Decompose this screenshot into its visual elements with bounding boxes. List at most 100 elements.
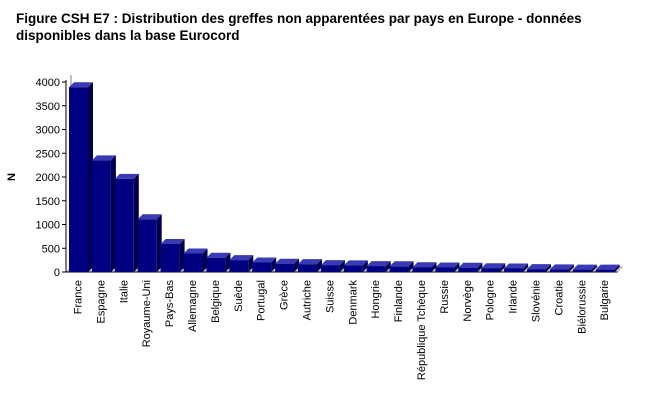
category-label: Pologne bbox=[485, 280, 497, 320]
bar-front bbox=[527, 269, 546, 272]
bar-top bbox=[595, 264, 620, 270]
bar-front bbox=[229, 260, 249, 272]
chart-title-line-2: disponibles dans la base Eurocord bbox=[16, 28, 240, 43]
chart-bars bbox=[69, 82, 620, 272]
bar-top bbox=[114, 173, 139, 179]
bar-top bbox=[343, 260, 368, 266]
bar bbox=[458, 262, 483, 272]
bar bbox=[298, 259, 322, 272]
bar-side bbox=[110, 155, 116, 272]
bar-top bbox=[366, 261, 391, 267]
chart-title: Figure CSH E7 : Distribution des greffes… bbox=[16, 10, 636, 44]
category-label: Suède bbox=[233, 280, 245, 312]
category-label: Russie bbox=[439, 280, 451, 314]
bar bbox=[275, 258, 300, 272]
category-label: Royaume-Uni bbox=[141, 280, 153, 347]
bar-top bbox=[298, 259, 322, 265]
bar-top bbox=[481, 263, 506, 269]
bar bbox=[320, 260, 345, 272]
bar bbox=[91, 155, 116, 272]
bar-front bbox=[275, 263, 295, 272]
bar bbox=[366, 261, 391, 272]
category-label: Norvège bbox=[462, 280, 474, 322]
y-tick-label: 500 bbox=[42, 243, 60, 255]
bar bbox=[69, 82, 93, 272]
bar-front bbox=[137, 219, 157, 272]
category-label: Hongrie bbox=[370, 280, 382, 319]
category-label: France bbox=[73, 280, 85, 314]
category-label: Irlande bbox=[508, 280, 520, 314]
category-label: Finlande bbox=[393, 280, 405, 322]
bar-top bbox=[206, 252, 231, 258]
bar-front bbox=[160, 243, 180, 272]
bar bbox=[183, 248, 208, 272]
bar-front bbox=[91, 160, 111, 272]
bar-top bbox=[275, 258, 300, 264]
bar-top bbox=[252, 257, 277, 263]
bar-top bbox=[549, 264, 574, 270]
category-label: Autriche bbox=[302, 280, 314, 320]
bar-side bbox=[225, 252, 231, 272]
bar-front bbox=[298, 264, 317, 272]
bar-side bbox=[454, 262, 460, 272]
bar bbox=[481, 263, 506, 272]
bar-front bbox=[595, 269, 615, 272]
bar-side bbox=[156, 214, 162, 272]
bar-side bbox=[179, 238, 185, 272]
bar-side bbox=[88, 82, 93, 272]
bar bbox=[206, 252, 231, 272]
bar-front bbox=[458, 267, 478, 272]
category-label: Italie bbox=[118, 280, 130, 303]
category-label: Denmark bbox=[347, 280, 359, 325]
bar-side bbox=[523, 263, 529, 272]
category-label: Biélorussie bbox=[576, 280, 588, 334]
bar bbox=[412, 262, 437, 272]
category-label: Allemagne bbox=[187, 280, 199, 332]
bar-top bbox=[572, 264, 597, 270]
bar-front bbox=[252, 262, 272, 272]
bar bbox=[435, 262, 460, 272]
category-label: Croatie bbox=[553, 280, 565, 315]
category-label: République Tchèque bbox=[416, 280, 428, 380]
bar-front bbox=[412, 267, 432, 272]
bar bbox=[114, 173, 139, 272]
bar-front bbox=[183, 253, 203, 272]
bar-side bbox=[500, 263, 506, 272]
bar-side bbox=[202, 248, 208, 272]
bar-front bbox=[504, 268, 524, 272]
bar bbox=[137, 214, 162, 272]
bar bbox=[549, 264, 574, 272]
category-label: Slovénie bbox=[531, 280, 543, 322]
bar-front bbox=[343, 265, 363, 272]
bar bbox=[595, 264, 620, 272]
y-tick-label: 4000 bbox=[36, 77, 60, 89]
category-label: Pays-Bas bbox=[164, 280, 176, 328]
y-tick-label: 1000 bbox=[36, 220, 60, 232]
bar-side bbox=[385, 261, 391, 272]
category-labels: France Espagne Italie Royaume-Uni Pays-Bas Al… bbox=[73, 280, 612, 381]
bar-top bbox=[320, 260, 345, 266]
bar-top bbox=[91, 155, 116, 161]
bar bbox=[389, 261, 414, 272]
category-label: Belgique bbox=[210, 280, 222, 323]
y-tick-label: 0 bbox=[54, 267, 60, 279]
bar-front bbox=[572, 269, 592, 272]
bar-side bbox=[248, 255, 254, 272]
bar-side bbox=[591, 264, 597, 272]
bar-top bbox=[412, 262, 437, 268]
bar-front bbox=[114, 178, 134, 272]
bar-side bbox=[294, 258, 300, 272]
bar-top bbox=[527, 264, 551, 270]
bar-top bbox=[389, 261, 414, 267]
bar-top bbox=[458, 262, 483, 268]
bar-front bbox=[481, 268, 501, 272]
bar-side bbox=[477, 262, 483, 272]
bar-top bbox=[160, 238, 185, 244]
bar-front bbox=[69, 87, 88, 272]
chart-title-line-1: Figure CSH E7 : Distribution des greffes… bbox=[16, 11, 582, 26]
y-tick-label: 2500 bbox=[36, 148, 60, 160]
bar-side bbox=[133, 173, 139, 272]
bar bbox=[343, 260, 368, 272]
bar-front bbox=[435, 267, 455, 272]
